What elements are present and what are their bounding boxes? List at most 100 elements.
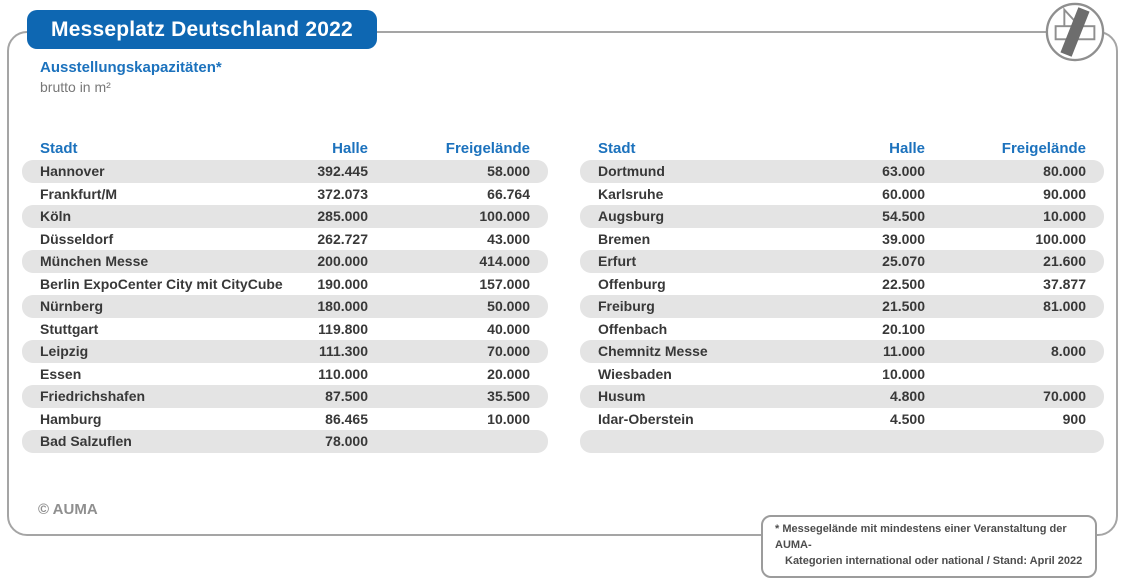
table-row bbox=[580, 430, 1104, 453]
table-row: Bremen 39.000 100.000 bbox=[580, 228, 1104, 251]
cell-open-air: 100.000 bbox=[479, 208, 530, 224]
cell-city: Offenbach bbox=[598, 320, 668, 337]
table-row: Husum 4.800 70.000 bbox=[580, 385, 1104, 408]
cell-hall: 54.500 bbox=[882, 208, 925, 224]
cell-city: Augsburg bbox=[598, 208, 665, 224]
table-header-row: Stadt Halle Freigelände bbox=[22, 140, 548, 159]
cell-hall: 180.000 bbox=[317, 298, 368, 314]
column-header-open-air: Freigelände bbox=[445, 140, 530, 157]
table-row: Stuttgart 119.800 40.000 bbox=[22, 318, 548, 341]
cell-city: München Messe bbox=[40, 253, 149, 269]
table-row: Leipzig 111.300 70.000 bbox=[22, 340, 548, 363]
table-row: Bad Salzuflen 78.000 bbox=[22, 430, 548, 453]
table-body: Hannover 392.445 58.000 Frankfurt/M 372.073 6… bbox=[22, 160, 548, 453]
cell-open-air: 43.000 bbox=[487, 230, 530, 247]
table-row: Berlin ExpoCenter City mit CityCube 190.0… bbox=[22, 273, 548, 296]
cell-city: Karlsruhe bbox=[598, 185, 664, 202]
cell-hall: 200.000 bbox=[317, 253, 368, 269]
cell-open-air: 66.764 bbox=[487, 185, 530, 202]
cell-hall: 111.300 bbox=[318, 343, 368, 359]
cell-city: Nürnberg bbox=[40, 298, 103, 314]
cell-open-air: 81.000 bbox=[1043, 298, 1086, 314]
table-row: Augsburg 54.500 10.000 bbox=[580, 205, 1104, 228]
table-row: Friedrichshafen 87.500 35.500 bbox=[22, 385, 548, 408]
copyright-label: © AUMA bbox=[38, 501, 98, 518]
cell-hall: 119.800 bbox=[318, 320, 368, 337]
cell-open-air: 20.000 bbox=[487, 365, 530, 382]
cell-city: Berlin ExpoCenter City mit CityCube bbox=[40, 275, 283, 292]
cell-hall: 4.800 bbox=[889, 388, 925, 404]
cell-hall: 60.000 bbox=[882, 185, 925, 202]
capacity-table-left: Stadt Halle Freigelände Hannover 392.445 5… bbox=[22, 140, 548, 453]
cell-city: Frankfurt/M bbox=[40, 185, 117, 202]
cell-city: Friedrichshafen bbox=[40, 388, 146, 404]
table-row: Freiburg 21.500 81.000 bbox=[580, 295, 1104, 318]
cell-hall: 4.500 bbox=[889, 410, 925, 427]
cell-open-air: 10.000 bbox=[487, 410, 530, 427]
cell-city: Wiesbaden bbox=[598, 365, 672, 382]
cell-city: Köln bbox=[40, 208, 72, 224]
cell-city: Freiburg bbox=[598, 298, 655, 314]
cell-open-air: 10.000 bbox=[1043, 208, 1086, 224]
cell-hall: 285.000 bbox=[317, 208, 368, 224]
column-header-city: Stadt bbox=[598, 140, 636, 157]
cell-hall: 63.000 bbox=[882, 163, 925, 179]
table-row: Hamburg 86.465 10.000 bbox=[22, 408, 548, 431]
cell-hall: 86.465 bbox=[325, 410, 368, 427]
cell-open-air: 414.000 bbox=[479, 253, 530, 269]
cell-hall: 25.070 bbox=[882, 253, 925, 269]
cell-open-air: 100.000 bbox=[1035, 230, 1086, 247]
table-row: Essen 110.000 20.000 bbox=[22, 363, 548, 386]
cell-city: Bremen bbox=[598, 230, 651, 247]
page-title: Messeplatz Deutschland 2022 bbox=[51, 17, 353, 41]
table-row: Offenbach 20.100 bbox=[580, 318, 1104, 341]
cell-open-air: 70.000 bbox=[1043, 388, 1086, 404]
cell-hall: 10.000 bbox=[882, 365, 925, 382]
cell-city: Bad Salzuflen bbox=[40, 433, 132, 449]
table-row: Frankfurt/M 372.073 66.764 bbox=[22, 183, 548, 206]
table-row: Offenburg 22.500 37.877 bbox=[580, 273, 1104, 296]
cell-open-air: 70.000 bbox=[487, 343, 530, 359]
cell-hall: 21.500 bbox=[882, 298, 925, 314]
cell-open-air: 8.000 bbox=[1050, 343, 1086, 359]
cell-open-air: 157.000 bbox=[479, 275, 530, 292]
table-row: Wiesbaden 10.000 bbox=[580, 363, 1104, 386]
column-header-open-air: Freigelände bbox=[1001, 140, 1086, 157]
cell-hall: 78.000 bbox=[325, 433, 368, 449]
title-banner: Messeplatz Deutschland 2022 bbox=[27, 10, 377, 49]
table-row: Idar-Oberstein 4.500 900 bbox=[580, 408, 1104, 431]
subtitle: Ausstellungskapazitäten* bbox=[40, 59, 222, 76]
cell-city: Düsseldorf bbox=[40, 230, 114, 247]
footnote-line-1: * Messegelände mit mindestens einer Vera… bbox=[775, 523, 1067, 551]
cell-open-air: 37.877 bbox=[1043, 275, 1086, 292]
cell-open-air: 50.000 bbox=[487, 298, 530, 314]
cell-city: Hannover bbox=[40, 163, 105, 179]
cell-hall: 190.000 bbox=[317, 275, 368, 292]
cell-city: Erfurt bbox=[598, 253, 637, 269]
table-body: Dortmund 63.000 80.000 Karlsruhe 60.000 90.00… bbox=[580, 160, 1104, 453]
table-row: Dortmund 63.000 80.000 bbox=[580, 160, 1104, 183]
column-header-hall: Halle bbox=[332, 140, 368, 157]
cell-city: Leipzig bbox=[40, 343, 89, 359]
cell-city: Stuttgart bbox=[40, 320, 99, 337]
cell-hall: 11.000 bbox=[882, 343, 925, 359]
footnote-line-2: Kategorien international oder national /… bbox=[785, 554, 1083, 567]
column-header-city: Stadt bbox=[40, 140, 78, 157]
cell-open-air: 900 bbox=[1062, 410, 1086, 427]
cell-city: Husum bbox=[598, 388, 646, 404]
table-row: Hannover 392.445 58.000 bbox=[22, 160, 548, 183]
infographic-canvas: Messeplatz Deutschland 2022 Ausstellungs… bbox=[7, 2, 1118, 578]
table-row: Erfurt 25.070 21.600 bbox=[580, 250, 1104, 273]
cell-open-air: 58.000 bbox=[487, 163, 530, 179]
cell-city: Idar-Oberstein bbox=[598, 410, 694, 427]
table-row: Chemnitz Messe 11.000 8.000 bbox=[580, 340, 1104, 363]
cell-hall: 262.727 bbox=[317, 230, 368, 247]
cell-open-air: 90.000 bbox=[1043, 185, 1086, 202]
table-row: München Messe 200.000 414.000 bbox=[22, 250, 548, 273]
cell-open-air: 40.000 bbox=[487, 320, 530, 337]
table-row: Nürnberg 180.000 50.000 bbox=[22, 295, 548, 318]
cell-open-air: 21.600 bbox=[1043, 253, 1086, 269]
cell-hall: 20.100 bbox=[882, 320, 925, 337]
cell-city: Essen bbox=[40, 365, 82, 382]
cell-open-air: 80.000 bbox=[1043, 163, 1086, 179]
